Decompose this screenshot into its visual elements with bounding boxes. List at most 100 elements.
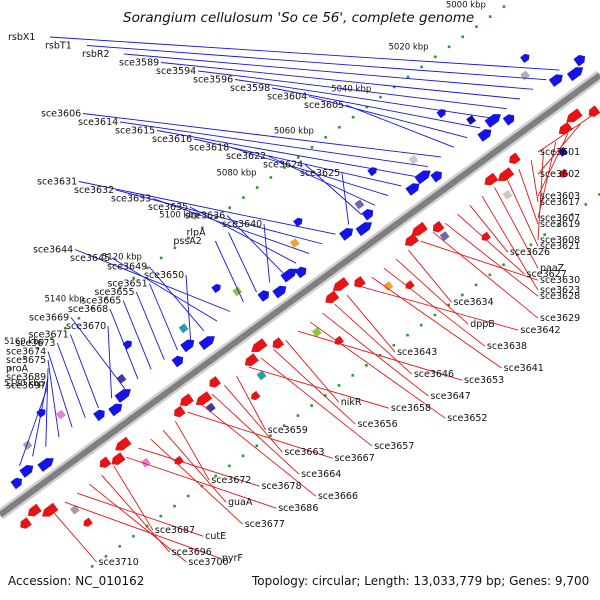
forward-gene-arrow xyxy=(477,129,492,142)
reverse-gene-label: sce3634 xyxy=(453,297,493,308)
reverse-leader-line xyxy=(481,195,539,291)
reverse-leader-line xyxy=(297,330,463,381)
reverse-gene-arrow xyxy=(558,121,573,135)
accession-label: Accession: NC_010162 xyxy=(8,574,144,588)
forward-leader-line xyxy=(189,206,297,264)
forward-leader-line xyxy=(123,53,534,90)
reverse-leader-line xyxy=(64,501,220,559)
reverse-gene-label: sce3677 xyxy=(245,519,285,530)
forward-gene-label: sce3614 xyxy=(78,117,118,128)
scale-label: 5180 kbp xyxy=(4,379,44,389)
gene-labels-layer: rsbX1rsbT1rsbR2sce3589sce3594sce3596sce3… xyxy=(6,32,580,568)
forward-gene-arrow xyxy=(484,114,501,128)
track-dot xyxy=(365,364,368,367)
reverse-leader-line xyxy=(76,492,204,537)
reverse-leader-line xyxy=(236,375,267,431)
reverse-gene-label: sce3696 xyxy=(172,547,212,558)
track-dot xyxy=(187,236,190,240)
reverse-gene-label: sce3672 xyxy=(211,475,251,486)
reverse-gene-label: sce3617 xyxy=(540,197,580,208)
track-dot xyxy=(255,444,259,448)
reverse-gene-label: nikR xyxy=(341,397,362,408)
forward-gene-label: rlpA xyxy=(187,228,207,239)
map-title: Sorangium cellulosum 'So ce 56', complet… xyxy=(123,10,474,26)
track-dot xyxy=(365,105,369,109)
track-dot xyxy=(447,303,450,307)
forward-leader-line xyxy=(74,249,231,312)
reverse-gene-arrow xyxy=(509,152,521,164)
forward-leader-line xyxy=(119,121,428,168)
forward-leader-line xyxy=(185,274,192,341)
track-dot xyxy=(310,404,313,407)
reverse-gene-label: sce3664 xyxy=(301,469,341,480)
track-dot xyxy=(392,85,396,89)
scale-label: 5140 kbp xyxy=(45,295,85,305)
scale-labels-layer: 5000 kbp 5020 kbp 5040 kbp 5060 kbp 5080 kbp… xyxy=(4,0,486,388)
reverse-leader-line xyxy=(395,258,469,325)
track-dot xyxy=(584,203,588,206)
forward-gene-label: sce3596 xyxy=(193,75,233,86)
forward-gene-label: sce3697 xyxy=(6,381,46,392)
reverse-leader-line xyxy=(346,294,396,353)
forward-leader-line xyxy=(78,181,336,235)
track-dot xyxy=(132,276,136,280)
reverse-gene-arrow xyxy=(588,105,600,117)
reverse-gene-label: sce3678 xyxy=(261,481,301,492)
forward-gene-label: sce3631 xyxy=(37,177,77,188)
reverse-leader-line xyxy=(537,151,544,241)
forward-gene-label: sce3675 xyxy=(6,355,46,366)
reverse-gene-label: sce3642 xyxy=(520,325,560,336)
domain-block xyxy=(466,115,476,125)
track-dot xyxy=(392,343,396,347)
reverse-gene-arrow xyxy=(325,290,340,304)
reverse-gene-label: sce3710 xyxy=(99,557,139,568)
forward-leader-line xyxy=(230,147,389,197)
forward-gene-label: proA xyxy=(6,364,29,375)
track-dot xyxy=(118,544,121,548)
reverse-leader-line xyxy=(537,123,581,175)
reverse-gene-arrow xyxy=(484,172,499,186)
reverse-leader-line xyxy=(469,204,509,253)
track-dot xyxy=(433,313,437,317)
track-dot xyxy=(159,256,163,260)
domain-block xyxy=(383,281,394,291)
track-dot xyxy=(461,293,464,297)
forward-gene-arrow xyxy=(502,114,515,126)
reverse-leader-line xyxy=(174,420,210,481)
forward-gene-arrow xyxy=(566,67,584,82)
track-dot xyxy=(557,223,560,226)
reverse-gene-arrow xyxy=(332,277,350,291)
forward-gene-arrow xyxy=(430,171,442,183)
reverse-gene-arrow xyxy=(497,167,515,181)
reverse-gene-label: sce3603 xyxy=(540,191,580,202)
forward-leader-line xyxy=(107,325,113,399)
domain-block xyxy=(56,409,66,420)
forward-leader-line xyxy=(32,376,49,457)
reverse-gene-arrow xyxy=(251,338,268,352)
track-dot xyxy=(214,474,217,478)
forward-gene-arrow xyxy=(293,217,303,227)
forward-leader-line xyxy=(82,113,441,158)
domain-block xyxy=(311,327,322,338)
reverse-gene-label: sce3638 xyxy=(487,341,527,352)
reverse-gene-label: sce3628 xyxy=(540,291,580,302)
forward-leader-line xyxy=(45,368,49,447)
genome-axis-line xyxy=(0,72,600,518)
forward-leader-line xyxy=(214,240,244,303)
forward-gene-arrow xyxy=(405,183,420,196)
forward-gene-label: sce3673 xyxy=(15,338,55,349)
reverse-gene-arrow xyxy=(411,221,428,236)
reverse-gene-label: sce3601 xyxy=(540,147,580,158)
forward-leader-line xyxy=(197,70,507,110)
reverse-gene-label: sce3607 xyxy=(540,213,580,224)
reverse-gene-arrow xyxy=(111,452,126,465)
forward-gene-label: sce3668 xyxy=(68,304,108,315)
track-dot xyxy=(351,115,355,119)
forward-leader-line xyxy=(152,198,310,254)
track-dot xyxy=(296,156,300,159)
reverse-gene-label: paaZ xyxy=(540,263,565,274)
forward-gene-arrow xyxy=(93,409,105,422)
forward-leader-line xyxy=(267,155,376,206)
track-dot xyxy=(502,263,505,267)
forward-gene-label: sce3633 xyxy=(111,194,151,205)
